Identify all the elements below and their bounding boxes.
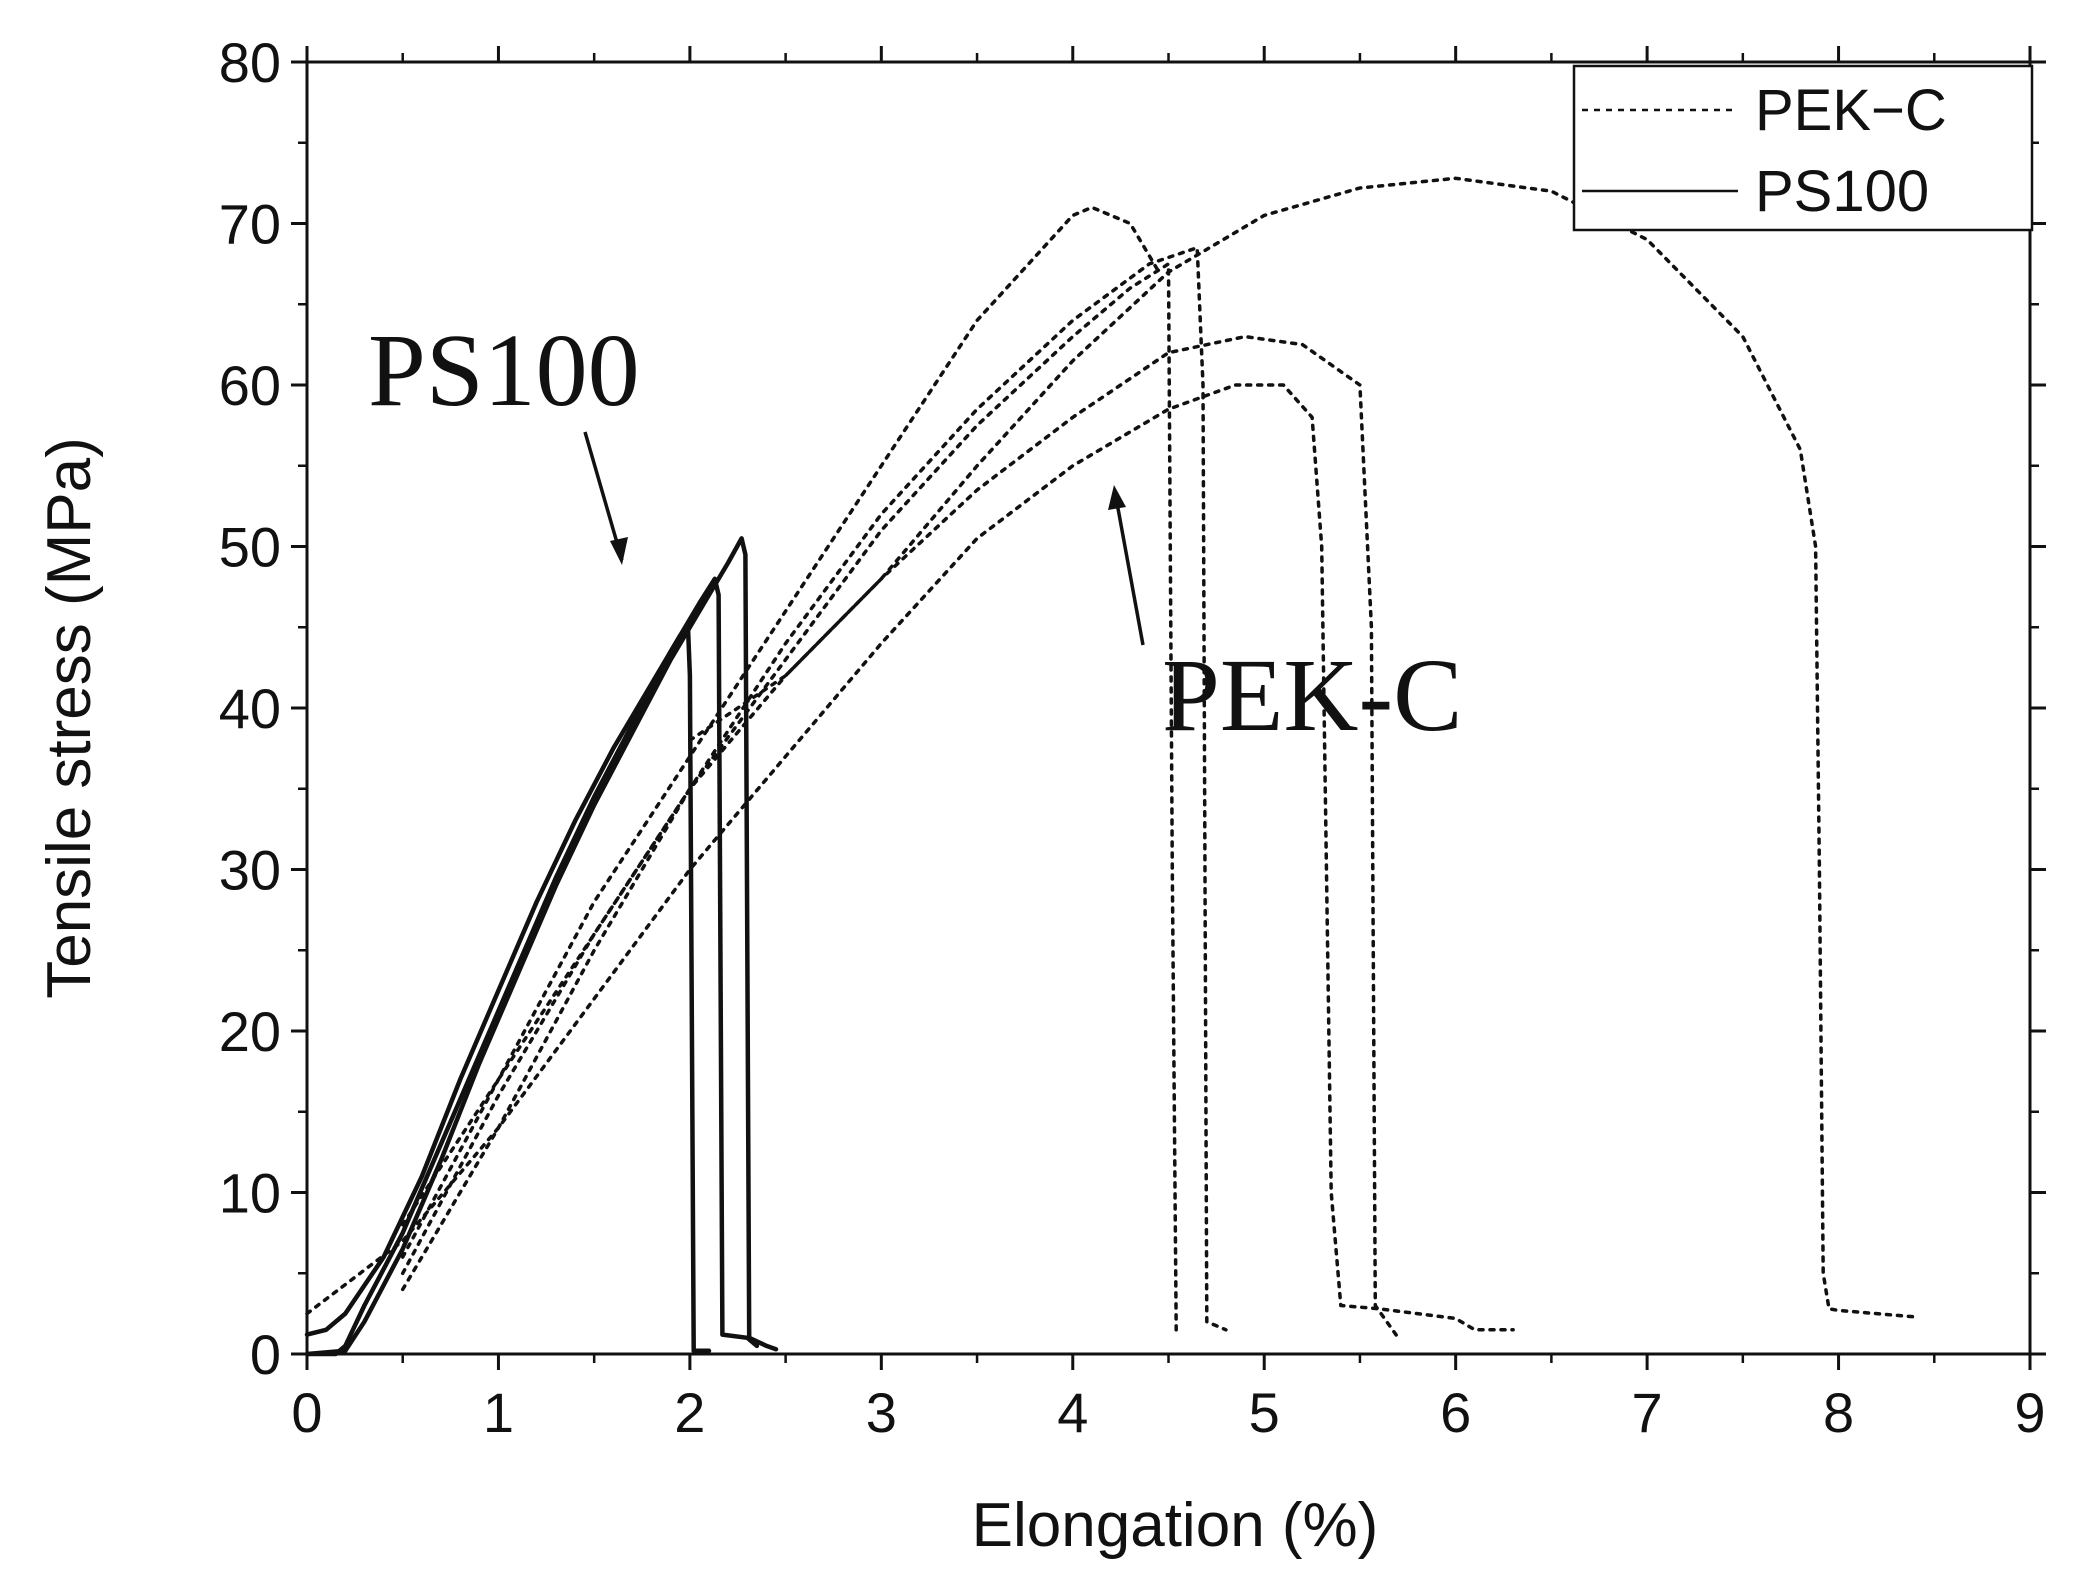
y-tick-label: 10 (219, 1162, 281, 1225)
x-tick-label: 4 (1057, 1381, 1088, 1444)
series-line-ps100-3 (304, 536, 779, 1357)
y-tick-label: 70 (219, 193, 281, 256)
series-line-pek-c-9 (688, 176, 1917, 1319)
series-line-ps100-2 (304, 576, 760, 1357)
y-tick-label: 0 (250, 1323, 281, 1386)
series-line-ps100-1 (304, 625, 712, 1354)
annotation-arrow-pek-c (1113, 491, 1145, 646)
y-tick-label: 40 (219, 677, 281, 740)
annotations: PS100 PEK-C (368, 313, 1462, 753)
series-line-pek-c-6 (400, 262, 1178, 1332)
x-axis-title: Elongation (%) (972, 1491, 1379, 1560)
x-tick-label: 5 (1249, 1381, 1280, 1444)
x-tick-label: 0 (291, 1381, 322, 1444)
x-tick-label: 2 (674, 1381, 705, 1444)
legend-label-pek-c: PEK−C (1755, 78, 1947, 143)
x-tick-label: 1 (483, 1381, 514, 1444)
y-tick-label: 30 (219, 839, 281, 902)
y-tick-label: 50 (219, 516, 281, 579)
series-line-pek-c-5 (400, 334, 1400, 1340)
annotation-arrow-ps100 (583, 431, 624, 561)
legend-box (1572, 64, 2034, 232)
x-tick-label: 7 (1632, 1381, 1663, 1444)
annotation-arrowhead-ps100 (610, 537, 628, 565)
ticks-group: 0 1 2 3 4 5 6 7 8 9 0 10 20 30 40 50 60 70 80 (219, 31, 2046, 1444)
y-axis-title: Tensile stress (MPa) (35, 437, 104, 999)
series-line-pek-c-4 (305, 383, 1515, 1332)
x-tick-label: 6 (1440, 1381, 1471, 1444)
y-tick-label: 80 (219, 31, 281, 94)
series-line-pek-c-7 (400, 245, 1228, 1332)
x-tick-label: 3 (866, 1381, 897, 1444)
legend-label-ps100: PS100 (1755, 159, 1929, 224)
x-tick-label: 8 (1823, 1381, 1854, 1444)
annotation-label-pek-c: PEK-C (1162, 638, 1462, 753)
y-tick-label: 20 (219, 1000, 281, 1063)
y-tick-label: 60 (219, 354, 281, 417)
annotation-arrowhead-pek-c (1108, 485, 1126, 510)
series-line-pek-c-8 (400, 205, 1161, 1259)
annotation-label-ps100: PS100 (368, 313, 640, 428)
legend: PEK−C PS100 (1572, 64, 2034, 232)
x-tick-label: 9 (2014, 1381, 2045, 1444)
series-group (304, 176, 1917, 1357)
